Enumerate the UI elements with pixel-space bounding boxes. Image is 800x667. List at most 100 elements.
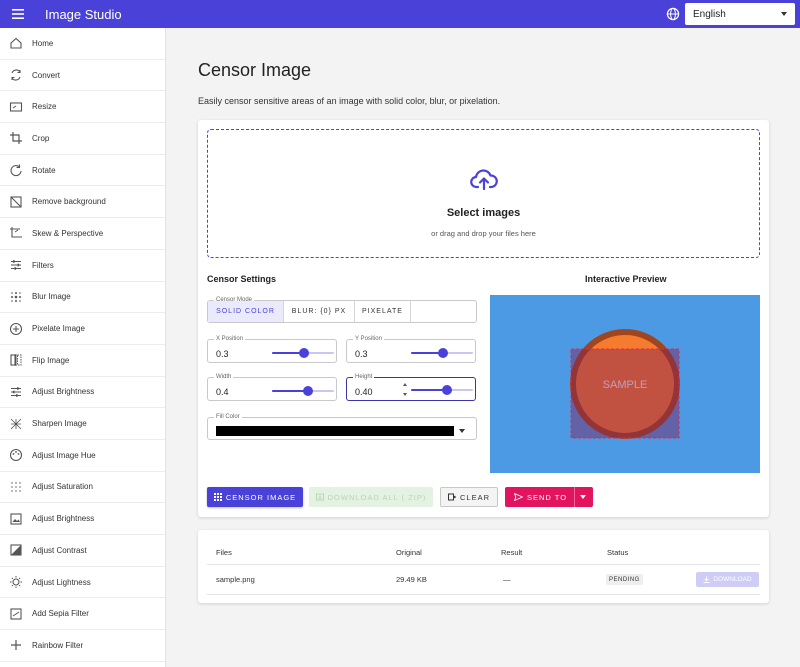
contrast-icon (9, 543, 23, 557)
sidebar-item-label: Adjust Brightness (32, 387, 95, 397)
download-button[interactable]: DOWNLOAD (696, 572, 759, 587)
sidebar: Home Convert Resize Crop Rotate Remove backgr… (0, 28, 166, 667)
page-title: Censor Image (198, 60, 312, 80)
x-position-legend: X Position (214, 335, 246, 344)
sidebar-item-adjust-brightness[interactable]: Adjust Brightness (0, 503, 165, 535)
fill-color-swatch[interactable] (216, 426, 454, 436)
brightness-icon (9, 385, 23, 399)
sidebar-item-adjust-saturation[interactable]: Adjust Saturation (0, 472, 165, 504)
sidebar-item-filters[interactable]: Filters (0, 250, 165, 282)
x-position-input[interactable]: 0.3 (216, 349, 229, 359)
sidebar-item-adjust-brightness[interactable]: Adjust Brightness (0, 377, 165, 409)
filters-icon (9, 258, 23, 272)
sidebar-item-label: Convert (32, 70, 61, 80)
x-position-field: X Position 0.3 (207, 335, 337, 363)
height-slider[interactable] (411, 384, 473, 396)
sidebar-item-sharpen-image[interactable]: Sharpen Image (0, 408, 165, 440)
sidebar-item-label: Rainbow Filter (32, 640, 84, 650)
width-field: Width 0.4 (207, 373, 337, 401)
files-table: Files Original Result Status sample.png … (198, 530, 769, 603)
sidebar-item-adjust-image-hue[interactable]: Adjust Image Hue (0, 440, 165, 472)
sidebar-item-flip-image[interactable]: Flip Image (0, 345, 165, 377)
download-icon (315, 493, 324, 501)
sidebar-item-home[interactable]: Home (0, 28, 165, 60)
sharpen-icon (9, 417, 23, 431)
y-position-slider-thumb[interactable] (437, 348, 448, 358)
x-position-slider[interactable] (272, 347, 334, 359)
fill-color-field[interactable]: Fill Color (207, 413, 477, 440)
censor-image-label: CENSOR IMAGE (225, 492, 297, 502)
sidebar-item-label: Adjust Contrast (32, 545, 87, 555)
row-divider (207, 594, 760, 595)
sidebar-item-add-sepia-filter[interactable]: Add Sepia Filter (0, 598, 165, 631)
sidebar-item-rotate[interactable]: Rotate (0, 155, 165, 187)
sidebar-item-skew-perspective[interactable]: Skew & Perspective (0, 218, 165, 250)
send-icon (514, 493, 523, 501)
sidebar-item-convert[interactable]: Convert (0, 60, 165, 92)
height-slider-thumb[interactable] (441, 385, 452, 395)
download-all-button[interactable]: DOWNLOAD ALL (.ZIP) (309, 487, 433, 507)
width-legend: Width (214, 373, 234, 382)
settings-title: Censor Settings (207, 274, 277, 284)
menu-icon[interactable] (0, 0, 36, 28)
sidebar-item-label: Flip Image (32, 355, 70, 365)
file-dropzone[interactable]: Select images or drag and drop your file… (207, 129, 760, 258)
width-slider[interactable] (272, 385, 334, 397)
x-position-slider-thumb[interactable] (298, 348, 309, 358)
sidebar-item-label: Rotate (32, 165, 56, 175)
sidebar-item-resize[interactable]: Resize (0, 91, 165, 124)
number-spinner-icon[interactable] (403, 383, 409, 399)
chevron-down-icon[interactable] (580, 495, 586, 499)
sidebar-item-pixelate-image[interactable]: Pixelate Image (0, 313, 165, 345)
column-header-original: Original (396, 548, 422, 557)
sidebar-item-adjust-contrast[interactable]: Adjust Contrast (0, 535, 165, 567)
dropzone-title: Select images (446, 207, 521, 219)
saturation-icon (9, 480, 23, 494)
mode-button-solid-color[interactable]: SOLID COLOR (208, 301, 284, 322)
sidebar-item-label: Skew & Perspective (32, 228, 104, 238)
lightness-icon (9, 575, 23, 589)
sidebar-item-label: Sharpen Image (32, 419, 87, 429)
send-to-button[interactable]: SEND TO (505, 487, 593, 507)
sidebar-item-crop[interactable]: Crop (0, 123, 165, 155)
sidebar-item-label: Adjust Lightness (32, 577, 91, 587)
width-slider-thumb[interactable] (302, 386, 313, 396)
sidebar-item-adjust-lightness[interactable]: Adjust Lightness (0, 567, 165, 599)
convert-icon (9, 68, 23, 82)
sidebar-item-blur-image[interactable]: Blur Image (0, 282, 165, 314)
sidebar-item-remove-background[interactable]: Remove background (0, 186, 165, 219)
resize-icon (9, 100, 23, 114)
interactive-preview[interactable]: SAMPLE (490, 295, 760, 473)
y-position-slider[interactable] (411, 347, 473, 359)
download-all-label: DOWNLOAD ALL (.ZIP) (327, 492, 427, 502)
rotate-icon (9, 163, 23, 177)
sidebar-item-rainbow-filter[interactable]: Rainbow Filter (0, 630, 165, 662)
file-result: — (503, 575, 511, 584)
sidebar-item-label: Home (32, 38, 54, 48)
sidebar-item-label: Adjust Saturation (32, 482, 93, 492)
sepia-icon (9, 607, 23, 621)
header-divider (207, 564, 760, 565)
crop-icon (9, 131, 23, 145)
app-bar: Image Studio English (0, 0, 800, 28)
y-position-legend: Y Position (353, 335, 384, 344)
download-icon (703, 576, 710, 583)
mode-button-blur-0-px[interactable]: BLUR: {0} PX (284, 301, 355, 322)
y-position-input[interactable]: 0.3 (355, 349, 368, 359)
clear-icon (447, 493, 456, 501)
clear-button[interactable]: CLEAR (440, 487, 498, 507)
censor-image-button[interactable]: CENSOR IMAGE (207, 487, 303, 507)
clear-label: CLEAR (459, 492, 490, 502)
height-legend: Height (353, 373, 375, 382)
sidebar-item-label: Blur Image (32, 292, 71, 302)
grid-icon (213, 493, 222, 501)
fill-color-legend: Fill Color (214, 413, 242, 422)
chevron-down-icon[interactable] (459, 429, 465, 433)
column-header-files: Files (216, 548, 232, 557)
width-input[interactable]: 0.4 (216, 387, 229, 397)
language-select[interactable]: English (685, 3, 795, 25)
censor-selection-box[interactable] (570, 348, 680, 439)
download-label: DOWNLOAD (713, 576, 752, 583)
height-input[interactable]: 0.40 (355, 387, 373, 397)
mode-button-pixelate[interactable]: PIXELATE (355, 301, 411, 322)
